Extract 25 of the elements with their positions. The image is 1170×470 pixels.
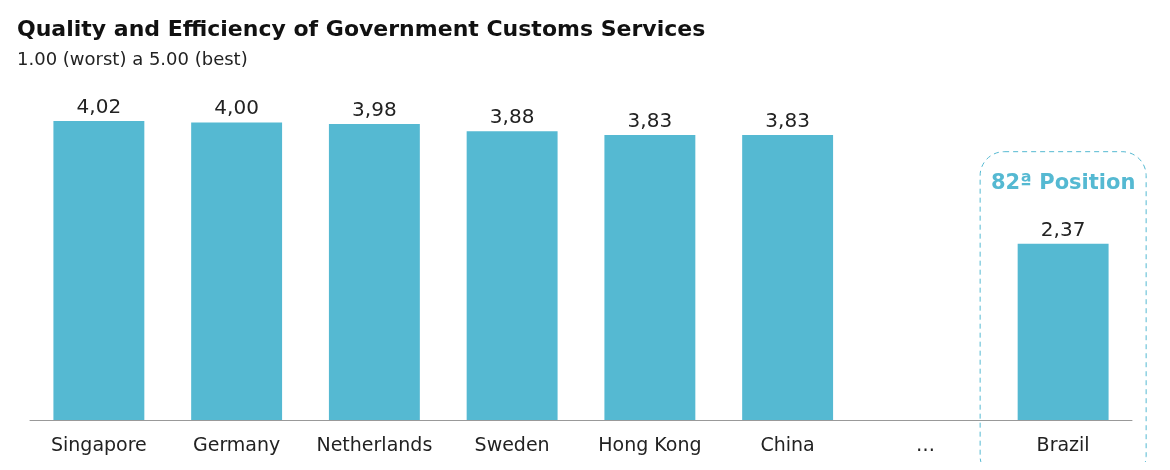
bar <box>742 135 834 420</box>
data-label: 3,88 <box>489 104 535 129</box>
data-label: 2,37 <box>1040 216 1086 241</box>
x-tick-label: Sweden <box>474 432 550 455</box>
bar <box>604 135 696 420</box>
data-label: 3,83 <box>765 108 810 133</box>
x-tick-label: Hong Kong <box>598 432 702 455</box>
data-label: 3,83 <box>627 108 673 133</box>
x-tick-label: Brazil <box>1036 432 1090 455</box>
x-tick-label: … <box>915 432 935 455</box>
x-tick-label: Singapore <box>50 432 147 455</box>
bar <box>466 131 558 420</box>
bar <box>328 123 420 420</box>
x-tick-label: Netherlands <box>316 432 433 455</box>
x-tick-label: China <box>760 432 815 455</box>
data-label: 4,00 <box>214 95 259 120</box>
bar <box>191 122 283 420</box>
chart-subtitle: 1.00 (worst) a 5.00 (best) <box>17 47 248 69</box>
x-tick-label: Germany <box>192 432 281 455</box>
data-label: 3,98 <box>352 96 397 121</box>
data-label: 4,02 <box>76 93 122 118</box>
bar <box>53 120 145 420</box>
chart-title: Quality and Efficiency of Government Customs Services <box>17 15 706 41</box>
bar <box>1017 243 1109 420</box>
annotation: 82ª Position <box>990 169 1136 194</box>
